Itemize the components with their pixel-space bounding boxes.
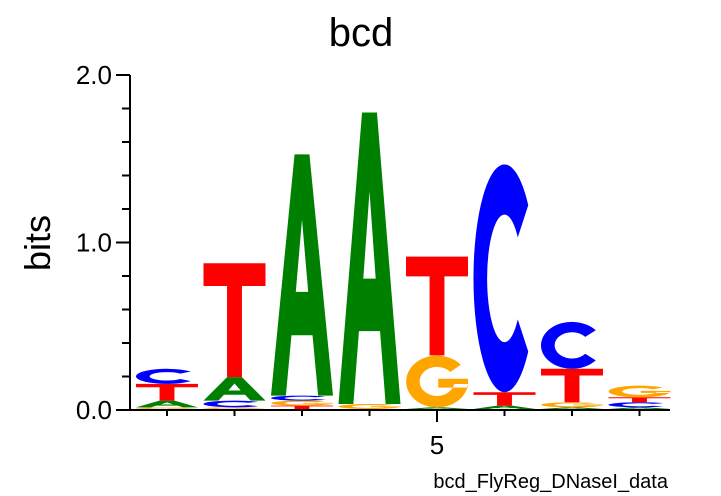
letter-stack-5: [406, 256, 468, 409]
y-axis-label: bits: [17, 215, 58, 271]
y-tick-label: 0.0: [76, 395, 112, 425]
logo-letter-C: [540, 321, 596, 369]
logo-letter-G: [608, 385, 671, 398]
logo-letter-T: [541, 368, 603, 403]
letter-stack-7: [540, 321, 603, 409]
logo-letter-A: [608, 407, 671, 409]
logo-letter-A: [203, 377, 266, 401]
logo-letter-T: [136, 383, 198, 401]
letter-stacks: [135, 112, 671, 410]
logo-letter-T: [473, 392, 536, 406]
logo-letter-C: [608, 402, 664, 408]
logo-letter-A: [541, 407, 603, 409]
logo-letter-G: [406, 355, 468, 408]
y-tick-label: 1.0: [76, 228, 112, 258]
letter-stack-3: [270, 154, 333, 409]
x-tick-label: 5: [430, 430, 444, 460]
letter-stack-4: [338, 112, 401, 410]
logo-letter-G: [338, 403, 401, 410]
logo-letter-A: [406, 407, 468, 409]
logo-letter-G: [136, 407, 198, 410]
logo-letter-G: [271, 400, 333, 406]
logo-letter-C: [270, 395, 326, 401]
letter-stack-2: [203, 263, 266, 410]
letter-stack-6: [473, 164, 536, 409]
logo-letter-G: [541, 402, 603, 408]
letter-stack-8: [608, 385, 671, 409]
letter-stack-1: [135, 368, 198, 410]
logo-letter-A: [473, 405, 536, 409]
logo-letter-C: [203, 400, 259, 408]
axes: 0.0 1.0 2.0 5: [76, 60, 670, 460]
x-axis-label: bcd_FlyReg_DNaseI_data: [433, 471, 668, 493]
logo-letter-A: [136, 400, 198, 408]
logo-letter-C: [473, 164, 529, 393]
logo-letter-T: [406, 256, 468, 356]
logo-letter-T: [608, 397, 671, 403]
logo-letter-G: [203, 407, 266, 410]
logo-letter-A: [271, 154, 333, 396]
chart-title: bcd: [329, 11, 394, 55]
y-tick-label: 2.0: [76, 60, 112, 90]
logo-letter-T: [203, 263, 266, 378]
logo-letter-C: [135, 368, 191, 384]
logo-letter-A: [338, 112, 401, 404]
logo-letter-T: [271, 405, 333, 409]
